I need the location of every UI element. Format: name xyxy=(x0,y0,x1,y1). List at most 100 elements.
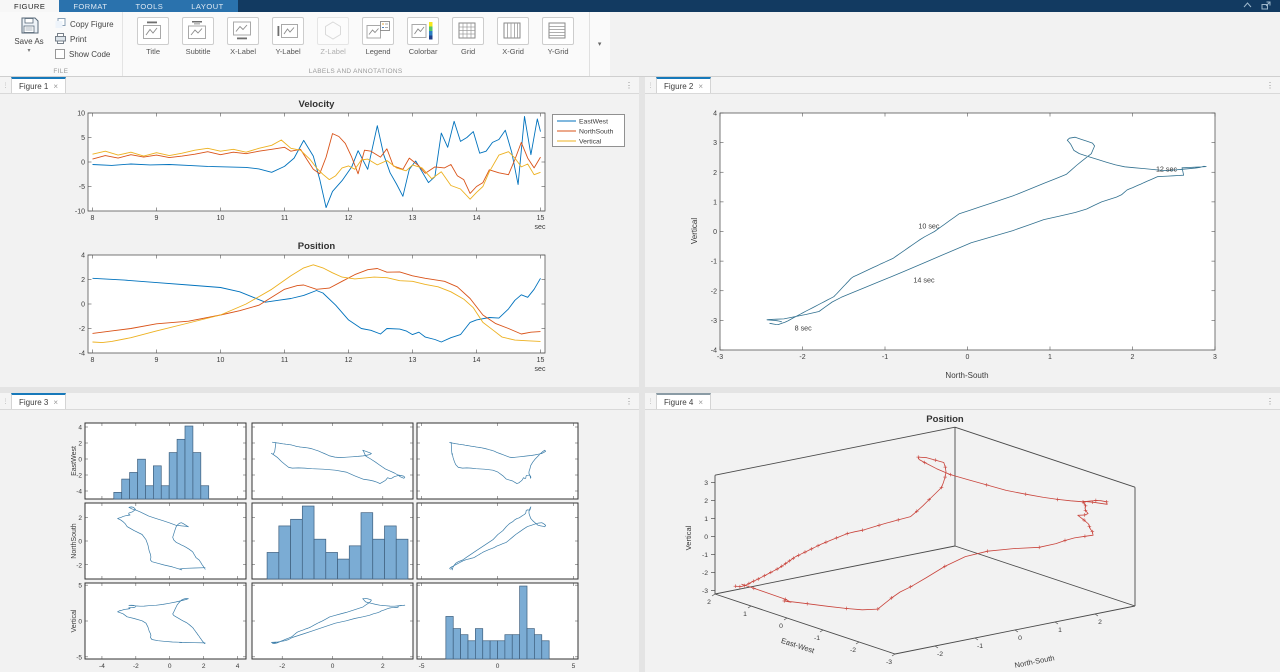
svg-text:-10: -10 xyxy=(75,209,85,216)
tab-figure2[interactable]: Figure 2 × xyxy=(656,77,712,93)
svg-text:0: 0 xyxy=(779,623,783,630)
show-code-checkbox[interactable]: Show Code xyxy=(55,48,114,60)
svg-text:2: 2 xyxy=(381,663,385,670)
svg-text:0: 0 xyxy=(78,457,82,464)
svg-text:Vertical: Vertical xyxy=(71,609,78,632)
panel-handle-icon[interactable]: ⋮ xyxy=(647,82,654,89)
close-icon[interactable]: × xyxy=(698,81,704,91)
svg-text:Vertical: Vertical xyxy=(690,218,699,244)
svg-text:0: 0 xyxy=(168,663,172,670)
svg-text:15: 15 xyxy=(537,357,545,364)
figure4-plot: 2 1 0 -1 -2 -3 -2 -1 0 1 2 3 2 1 0 -1 -2 -3 Position Vertic… xyxy=(684,414,1136,670)
undock-icon[interactable] xyxy=(1261,1,1271,12)
figure1-plot: 8 9 10 11 12 13 14 15 10 5 0 -5 -10 Velocity sec EastWe… xyxy=(75,99,625,373)
ribbon-overflow-button[interactable]: ▾ xyxy=(588,12,610,76)
overflow-menu-icon[interactable]: ⋮ xyxy=(1266,396,1274,406)
svg-text:0: 0 xyxy=(78,619,82,626)
button-label: Colorbar xyxy=(408,47,438,56)
svg-text:13: 13 xyxy=(409,357,417,364)
ribbon-tab-layout[interactable]: LAYOUT xyxy=(191,1,224,11)
printer-icon xyxy=(55,32,66,46)
colorbar-icon xyxy=(407,17,440,45)
svg-text:-4: -4 xyxy=(76,489,82,496)
svg-text:sec: sec xyxy=(535,224,546,231)
grid-button[interactable]: Grid xyxy=(446,15,491,65)
svg-text:11: 11 xyxy=(281,357,288,364)
print-button[interactable]: Print xyxy=(55,32,114,46)
collapse-ribbon-icon[interactable] xyxy=(1243,1,1252,11)
svg-text:12: 12 xyxy=(345,357,353,364)
svg-text:-2: -2 xyxy=(702,570,708,577)
close-icon[interactable]: × xyxy=(698,397,704,407)
labels-buttons: Title Subtitle xyxy=(131,15,581,65)
svg-text:0: 0 xyxy=(496,663,500,670)
copy-icon xyxy=(55,17,66,31)
button-label: Y-Label xyxy=(275,47,301,56)
svg-text:-2: -2 xyxy=(850,647,856,654)
svg-text:2: 2 xyxy=(707,599,711,606)
panel-handle-icon[interactable]: ⋮ xyxy=(647,398,654,405)
figure4-canvas[interactable]: 2 1 0 -1 -2 -3 -2 -1 0 1 2 3 2 1 0 -1 -2 -3 Position Vertic… xyxy=(645,410,1280,672)
svg-text:-3: -3 xyxy=(702,588,708,595)
x-label-button[interactable]: X-Label xyxy=(221,15,266,65)
ribbon-tab-format[interactable]: FORMAT xyxy=(73,1,108,11)
y-grid-button[interactable]: Y-Grid xyxy=(536,15,581,65)
x-label-icon xyxy=(227,17,260,45)
svg-text:-3: -3 xyxy=(711,318,717,325)
copy-figure-label: Copy Figure xyxy=(70,19,114,29)
ribbon-tab-figure[interactable]: FIGURE xyxy=(0,0,60,12)
tab-label: Figure 4 xyxy=(664,397,694,407)
figure2-canvas[interactable]: -3 -2 -1 0 1 2 3 4 3 2 1 0 -1 -2 -3 -4 8 sec 10 sec 12 sec… xyxy=(645,94,1280,387)
svg-text:-1: -1 xyxy=(711,259,717,266)
subtitle-button[interactable]: Subtitle xyxy=(176,15,221,65)
overflow-menu-icon[interactable]: ⋮ xyxy=(1266,80,1274,90)
svg-text:2: 2 xyxy=(78,515,82,522)
panel-handle-icon[interactable]: ⋮ xyxy=(2,82,9,89)
panel-handle-icon[interactable]: ⋮ xyxy=(2,398,9,405)
figure3-plot: 4 2 0 -2 -4 2 0 -2 -4 -2 0 2 4 5 0 -5 -2 0 2 -5 0 5 EastWest No… xyxy=(71,422,579,670)
overflow-menu-icon[interactable]: ⋮ xyxy=(625,396,633,406)
button-label: Y-Grid xyxy=(547,47,569,56)
tab-figure3[interactable]: Figure 3 × xyxy=(11,393,67,409)
svg-text:-5: -5 xyxy=(76,654,82,661)
y-label-icon xyxy=(272,17,305,45)
svg-text:12 sec: 12 sec xyxy=(1156,165,1178,174)
svg-text:-2: -2 xyxy=(79,326,85,333)
tab-figure1[interactable]: Figure 1 × xyxy=(11,77,67,93)
svg-text:-3: -3 xyxy=(717,354,723,361)
ribbon-tab-tools[interactable]: TOOLS xyxy=(135,1,164,11)
save-as-dropdown-icon: ▾ xyxy=(27,48,31,54)
legend-button[interactable]: Legend xyxy=(356,15,401,65)
svg-text:East-West: East-West xyxy=(780,636,816,655)
svg-text:Vertical: Vertical xyxy=(579,139,602,146)
svg-text:EastWest: EastWest xyxy=(71,446,78,476)
figure4-tabbar: ⋮ Figure 4 × ⋮ xyxy=(645,393,1280,410)
y-label-button[interactable]: Y-Label xyxy=(266,15,311,65)
svg-text:15: 15 xyxy=(537,215,545,222)
svg-text:3: 3 xyxy=(704,480,708,487)
copy-figure-button[interactable]: Copy Figure xyxy=(55,17,114,31)
colorbar-button[interactable]: Colorbar xyxy=(401,15,446,65)
save-as-button[interactable]: Save As ▾ xyxy=(8,15,50,65)
figure1-canvas[interactable]: 8 9 10 11 12 13 14 15 10 5 0 -5 -10 Velocity sec EastWe… xyxy=(0,94,639,387)
figure2-tabbar: ⋮ Figure 2 × ⋮ xyxy=(645,77,1280,94)
svg-text:-3: -3 xyxy=(886,659,892,666)
svg-text:14: 14 xyxy=(473,357,481,364)
button-label: Legend xyxy=(365,47,391,56)
labels-annotations-section: Title Subtitle xyxy=(121,12,589,76)
title-button[interactable]: Title xyxy=(131,15,176,65)
svg-text:sec: sec xyxy=(535,366,546,373)
close-icon[interactable]: × xyxy=(53,397,59,407)
overflow-menu-icon[interactable]: ⋮ xyxy=(625,80,633,90)
tab-figure4[interactable]: Figure 4 × xyxy=(656,393,712,409)
z-label-button: Z-Label xyxy=(311,15,356,65)
print-label: Print xyxy=(70,34,87,44)
svg-text:10: 10 xyxy=(217,357,225,364)
close-icon[interactable]: × xyxy=(53,81,59,91)
svg-text:-2: -2 xyxy=(711,288,717,295)
svg-text:1: 1 xyxy=(1058,627,1062,634)
figure3-canvas[interactable]: 4 2 0 -2 -4 2 0 -2 -4 -2 0 2 4 5 0 -5 -2 0 2 -5 0 5 EastWest No… xyxy=(0,410,639,672)
svg-text:-2: -2 xyxy=(279,663,285,670)
x-grid-button[interactable]: X-Grid xyxy=(491,15,536,65)
